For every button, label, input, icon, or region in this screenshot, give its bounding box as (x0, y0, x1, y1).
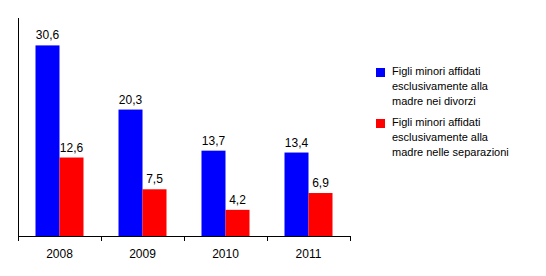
legend-label: Figli minori affidati esclusivamente all… (392, 65, 488, 107)
bar (119, 110, 143, 236)
data-label: 4,2 (229, 193, 246, 207)
bars (36, 45, 333, 236)
legend-label: Figli minori affidati esclusivamente all… (392, 116, 509, 158)
bar (36, 45, 60, 236)
legend-swatch (376, 119, 385, 128)
data-labels: 30,6 20,3 13,7 13,4 12,6 7,5 4,2 6,9 (36, 28, 329, 206)
legend-item: Figli minori affidati esclusivamente all… (376, 115, 510, 160)
x-tick-label: 2008 (46, 247, 73, 261)
bar (285, 153, 309, 236)
legend-swatch (376, 68, 385, 77)
bar (309, 193, 333, 236)
bar (226, 210, 250, 236)
x-tick-label: 2009 (129, 247, 156, 261)
data-label: 6,9 (312, 176, 329, 190)
x-tick (101, 236, 102, 241)
bar (60, 158, 84, 236)
legend-item: Figli minori affidati esclusivamente all… (376, 64, 510, 109)
x-tick (184, 236, 185, 241)
data-label: 13,4 (285, 136, 309, 150)
data-label: 30,6 (36, 28, 60, 42)
data-label: 12,6 (60, 141, 84, 155)
y-axis (18, 18, 19, 236)
x-tick-label: 2011 (296, 247, 322, 261)
data-label: 7,5 (146, 172, 163, 186)
legend: Figli minori affidati esclusivamente all… (376, 64, 546, 166)
x-tick (267, 236, 268, 241)
data-label: 20,3 (119, 93, 143, 107)
x-tick (18, 236, 19, 241)
x-tick (350, 236, 351, 241)
x-tick-label: 2010 (212, 247, 239, 261)
data-label: 13,7 (202, 134, 226, 148)
bar (143, 189, 167, 236)
bar (202, 151, 226, 236)
